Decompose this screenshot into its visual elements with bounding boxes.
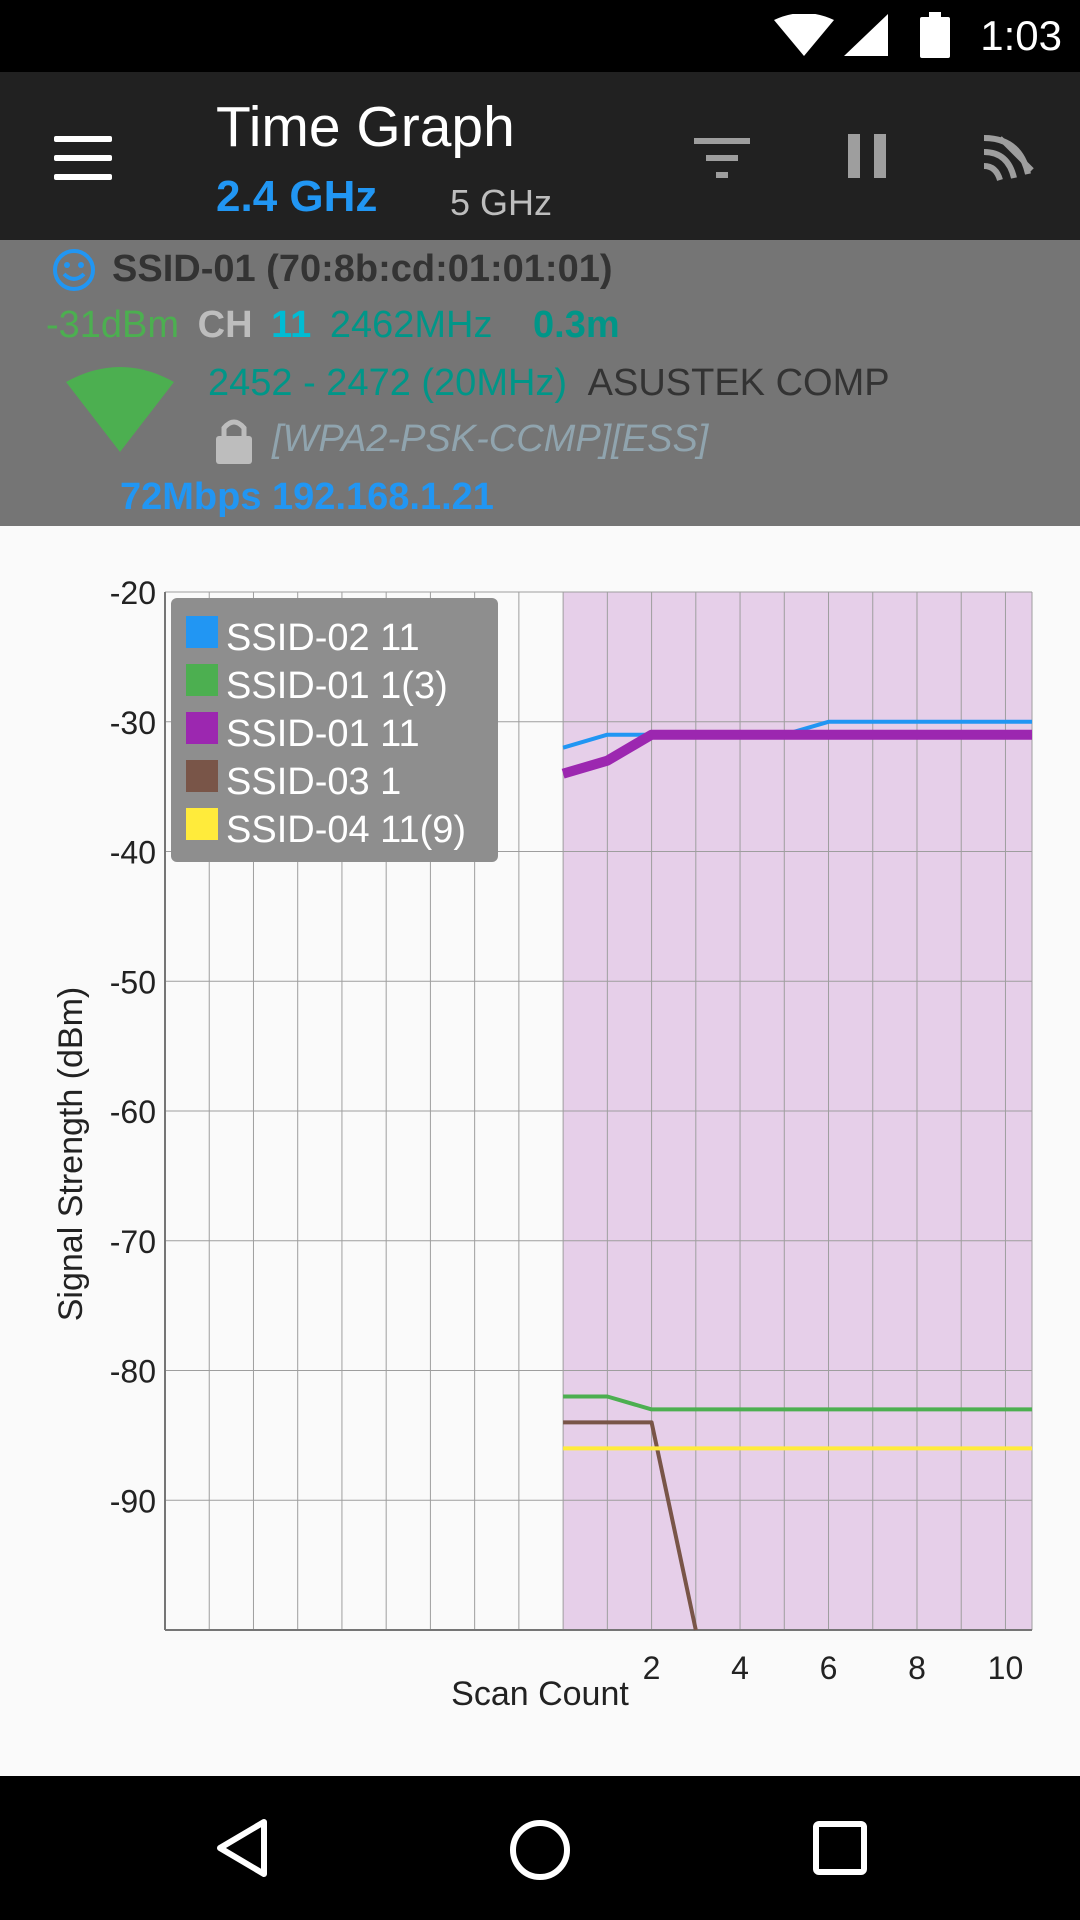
x-tick-label: 6	[820, 1650, 838, 1686]
menu-icon[interactable]	[54, 136, 112, 180]
page-title: Time Graph	[216, 95, 515, 159]
frequency: 2462MHz	[329, 304, 493, 346]
series-line-ssid-03-1	[563, 1420, 698, 1631]
legend-swatch	[186, 664, 218, 696]
distance: 0.3m	[533, 304, 620, 346]
wifi-icon	[774, 14, 834, 56]
x-axis-label: Scan Count	[451, 1675, 629, 1713]
legend-label: SSID-04 11(9)	[226, 809, 466, 851]
ch-label: CH	[197, 304, 253, 346]
frequency-range: 2452 - 2472 (20MHz)	[208, 362, 568, 404]
y-axis-label: Signal Strength (dBm)	[52, 987, 90, 1322]
app-toolbar: Time Graph 2.4 GHz 5 GHz	[0, 72, 1080, 240]
filter-icon[interactable]	[694, 136, 750, 180]
status-bar: 1:03	[0, 0, 1080, 72]
series-line-ssid-01-11	[561, 729, 1032, 779]
band-24-tab[interactable]: 2.4 GHz	[216, 172, 378, 221]
legend-box	[171, 598, 498, 862]
x-tick-label: 10	[988, 1650, 1024, 1686]
series-line-ssid-01-1-3-	[563, 1394, 1032, 1412]
ssid-bssid: SSID-01 (70:8b:cd:01:01:01)	[112, 248, 613, 290]
legend-swatch	[186, 616, 218, 648]
legend-swatch	[186, 760, 218, 792]
legend-label: SSID-01 11	[226, 713, 420, 755]
link-speed-ip: 72Mbps 192.168.1.21	[120, 476, 494, 518]
vendor: ASUSTEK COMP	[587, 362, 890, 404]
legend-swatch	[186, 712, 218, 744]
legend-swatch	[186, 808, 218, 840]
recents-icon[interactable]	[812, 1820, 868, 1876]
y-tick-label: -80	[110, 1354, 156, 1390]
navigation-bar	[0, 1776, 1080, 1920]
connection-info-panel[interactable]: SSID-01 (70:8b:cd:01:01:01) -31dBm CH 11…	[0, 240, 1080, 526]
y-tick-label: -40	[110, 835, 156, 871]
band-5-tab[interactable]: 5 GHz	[450, 182, 553, 223]
security-capabilities: [WPA2-PSK-CCMP][ESS]	[272, 418, 709, 460]
back-icon[interactable]	[212, 1816, 272, 1880]
x-tick-label: 8	[908, 1650, 926, 1686]
y-tick-label: -50	[110, 964, 156, 1000]
y-tick-label: -30	[110, 705, 156, 741]
x-tick-label: 4	[731, 1650, 749, 1686]
x-tick-label: 2	[643, 1650, 661, 1686]
lock-icon	[216, 419, 252, 464]
legend-label: SSID-02 11	[226, 617, 420, 659]
signal-strength: -31dBm	[46, 304, 180, 346]
y-tick-label: -20	[110, 575, 156, 611]
channel-number: 11	[271, 304, 312, 346]
home-icon[interactable]	[508, 1818, 572, 1882]
pause-icon[interactable]	[848, 134, 886, 178]
wifi-signal-icon	[66, 367, 174, 452]
y-tick-label: -60	[110, 1094, 156, 1130]
chart-svg[interactable]: -20 -30 -40 -50 -60 -70 -80 -90 2 4 6 8 10 SSID-02 …	[0, 526, 1080, 1776]
status-time: 1:03	[980, 12, 1062, 59]
legend-label: SSID-01 1(3)	[226, 665, 448, 707]
y-tick-label: -70	[110, 1224, 156, 1260]
legend-label: SSID-03 1	[226, 761, 401, 803]
smiley-icon	[53, 249, 95, 291]
battery-icon	[920, 12, 950, 58]
y-tick-label: -90	[110, 1483, 156, 1519]
time-graph-chart[interactable]: -20 -30 -40 -50 -60 -70 -80 -90 2 4 6 8 10 SSID-02 …	[0, 526, 1080, 1776]
cellular-icon	[844, 14, 888, 56]
scan-icon[interactable]	[980, 124, 1040, 184]
